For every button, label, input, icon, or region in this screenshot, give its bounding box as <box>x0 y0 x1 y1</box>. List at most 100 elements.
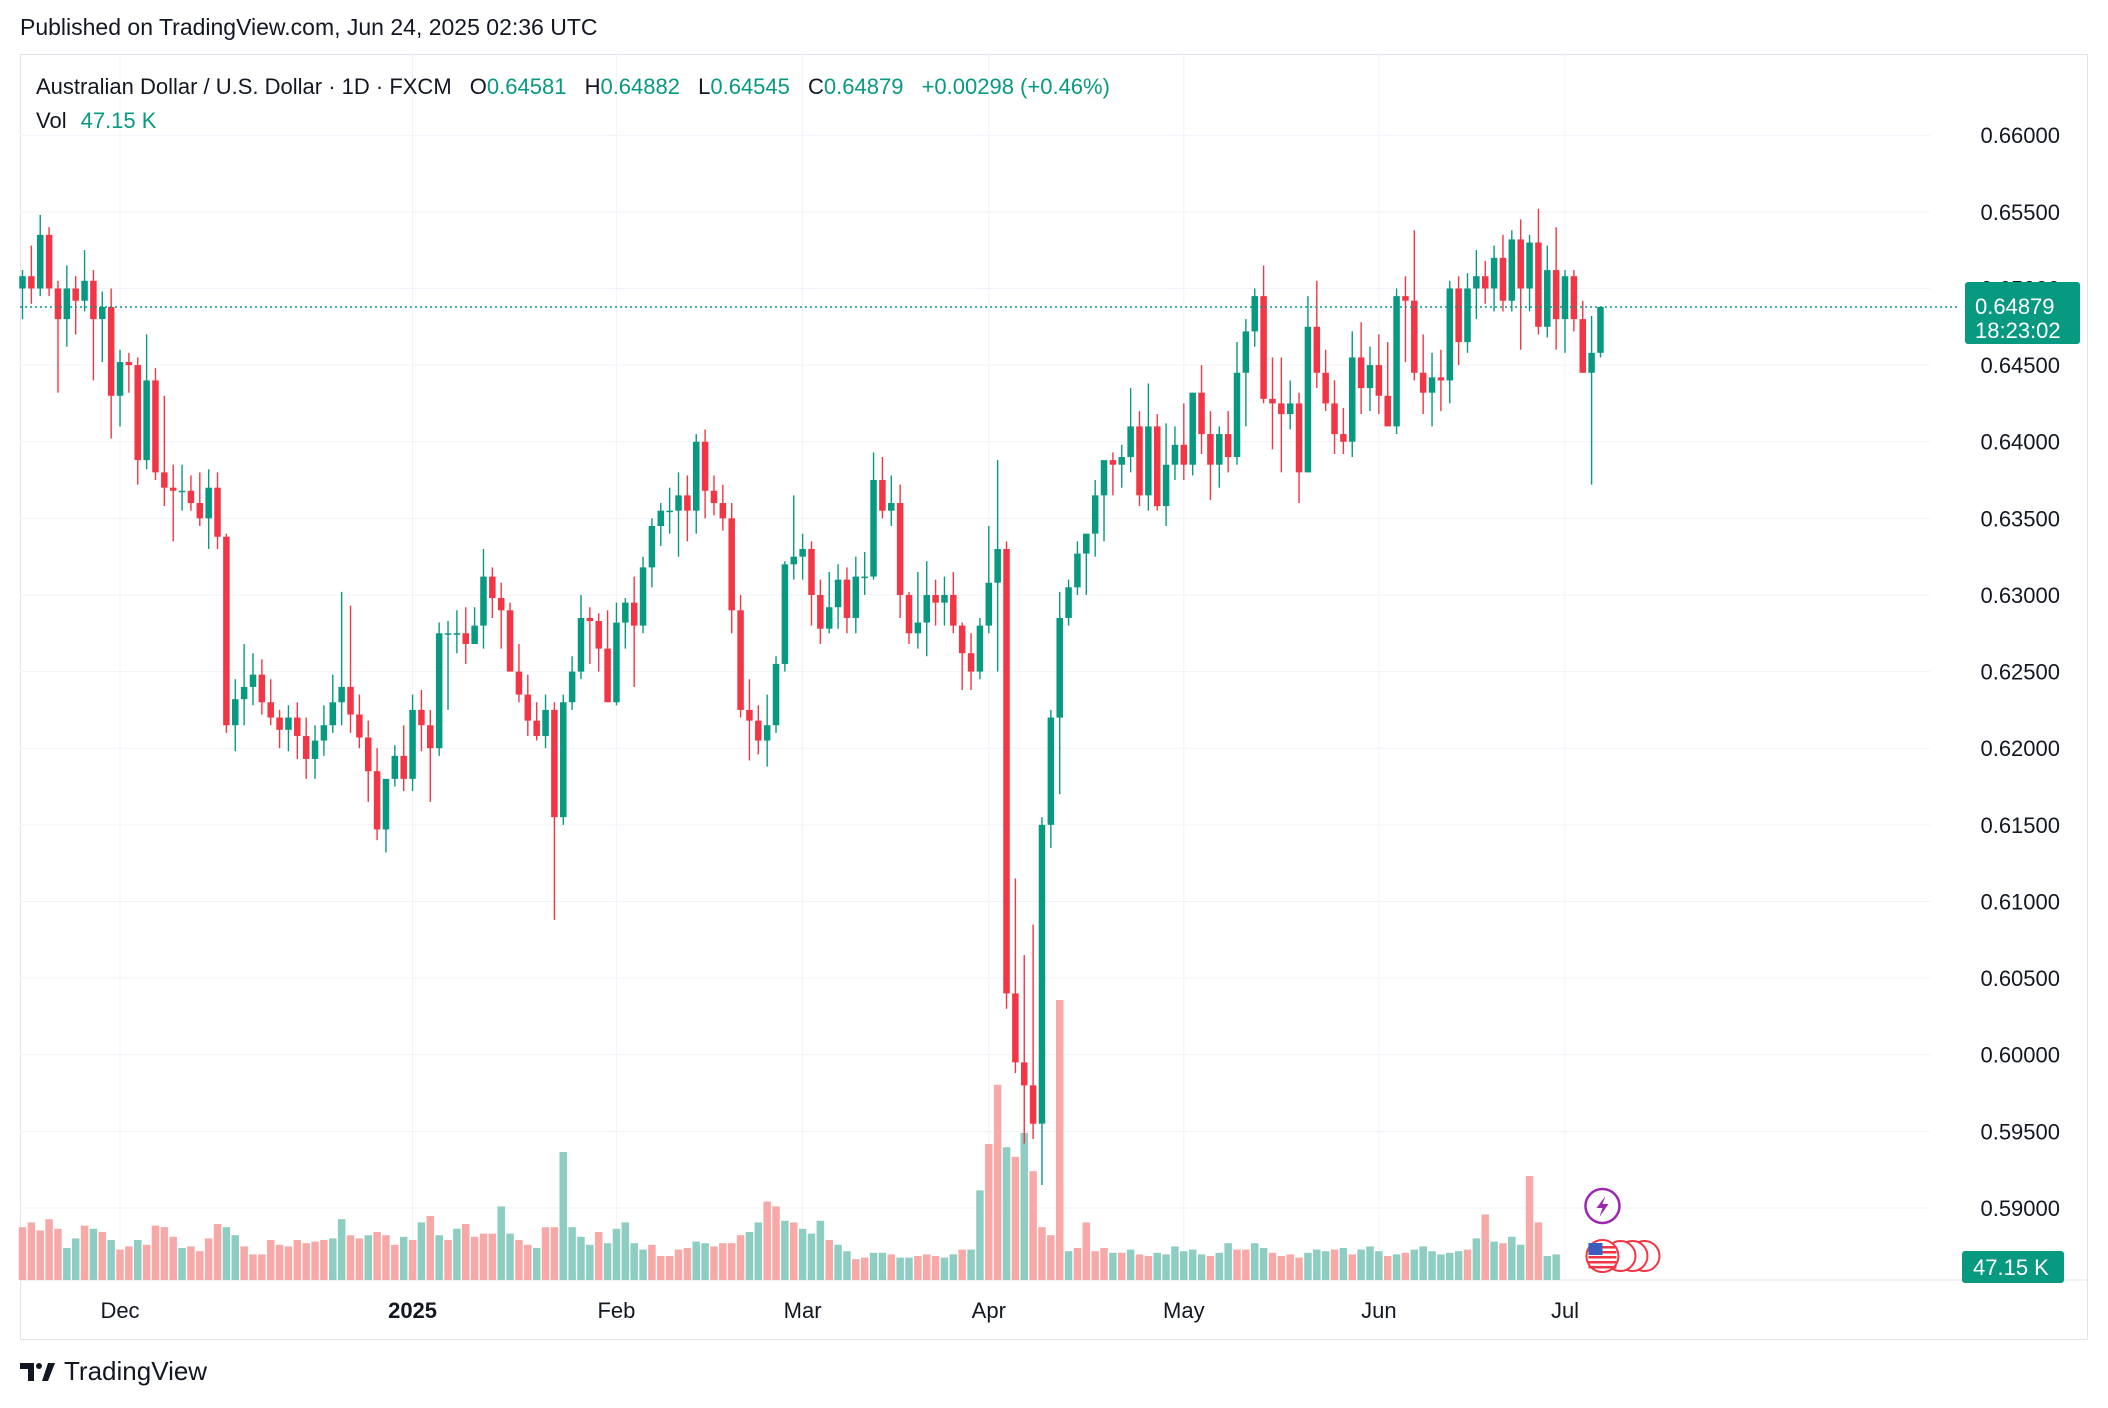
volume-bar <box>302 1243 310 1280</box>
candle-body <box>1038 824 1046 1124</box>
volume-bar <box>1446 1252 1454 1280</box>
candle-body <box>1065 587 1072 618</box>
price-tick-label: 0.64000 <box>1980 430 2060 455</box>
candle-body <box>941 594 948 603</box>
candle-body <box>427 725 434 749</box>
candle-body <box>107 306 115 396</box>
candle-body <box>568 671 576 703</box>
candle-body <box>311 740 319 759</box>
price-tick-label: 0.63500 <box>1980 506 2060 531</box>
candle-body <box>958 625 966 654</box>
candle-body <box>169 487 177 491</box>
legend-symbol-title[interactable]: Australian Dollar / U.S. Dollar · 1D · F… <box>36 74 452 99</box>
legend-volume-row: Vol 47.15 K <box>36 104 1110 138</box>
volume-bar <box>27 1222 36 1280</box>
volume-bar <box>1206 1256 1215 1280</box>
candle-body <box>666 510 673 513</box>
candle-body <box>1109 460 1117 465</box>
volume-bar <box>444 1240 452 1280</box>
candle-body <box>1251 296 1258 332</box>
candle-body <box>648 526 656 568</box>
volume-bar <box>1481 1214 1489 1280</box>
candle-body <box>1384 395 1391 427</box>
volume-bar <box>834 1244 842 1280</box>
volume-bar <box>887 1254 896 1280</box>
volume-bar <box>364 1235 372 1280</box>
candle-body <box>99 306 106 320</box>
volume-bar <box>949 1254 958 1280</box>
candle-body <box>444 633 452 635</box>
volume-bar <box>674 1249 683 1280</box>
candle-body <box>852 576 860 618</box>
candle-body <box>223 536 230 726</box>
lightning-event-icon <box>1584 1187 1621 1225</box>
volume-bar <box>719 1243 727 1280</box>
candle-body <box>1455 288 1462 343</box>
candle-body <box>63 288 71 320</box>
candle-body <box>1180 444 1188 465</box>
candle-body <box>1570 276 1578 320</box>
volume-bar <box>1224 1243 1232 1280</box>
candle-body <box>604 648 611 703</box>
legend-change-value: +0.00298 (+0.46%) <box>921 74 1110 99</box>
price-tick-label: 0.61000 <box>1980 889 2060 914</box>
volume-bar <box>807 1233 816 1280</box>
legend-volume-label[interactable]: Vol <box>36 108 67 133</box>
candle-body <box>1499 257 1507 301</box>
volume-bar <box>1144 1256 1153 1280</box>
volume-bar <box>1100 1248 1108 1280</box>
volume-bar <box>993 1084 1002 1280</box>
candle-body <box>524 694 532 721</box>
volume-bar <box>532 1248 541 1280</box>
volume-bar <box>1073 1248 1082 1280</box>
candle-body <box>382 778 390 830</box>
volume-bar <box>470 1236 479 1280</box>
candle-body <box>932 594 939 603</box>
candle-body <box>72 288 79 301</box>
chart-frame[interactable] <box>20 54 2088 1340</box>
candle-body <box>1260 296 1267 399</box>
candle-body <box>329 702 337 726</box>
candle-body <box>285 717 292 730</box>
candle-body <box>249 674 257 687</box>
candle-body <box>125 362 133 366</box>
footer-branding: TradingView <box>20 1356 207 1387</box>
candle-body <box>480 576 487 626</box>
volume-bar <box>1295 1257 1303 1280</box>
volume-bar <box>639 1249 647 1280</box>
volume-bar <box>594 1232 603 1280</box>
candle-body <box>1481 276 1489 289</box>
volume-bars <box>18 1000 1560 1280</box>
candle-body <box>1340 434 1347 442</box>
volume-bar <box>1401 1252 1410 1280</box>
candle-body <box>1145 426 1152 496</box>
candle-body <box>240 686 248 700</box>
volume-bar <box>1197 1254 1206 1280</box>
candle-body <box>1003 548 1010 994</box>
legend-close-value: 0.64879 <box>823 74 904 99</box>
volume-bar <box>781 1220 789 1280</box>
volume-bar <box>399 1236 408 1280</box>
candle-body <box>755 720 762 741</box>
candle-body <box>1091 495 1099 534</box>
candle-body <box>701 441 709 491</box>
candle-body <box>781 564 789 664</box>
volume-bar <box>1233 1249 1241 1280</box>
lightning-icon-bolt <box>1596 1196 1609 1217</box>
volume-bar <box>1437 1254 1445 1280</box>
candle-body <box>294 717 301 736</box>
volume-bar <box>816 1220 825 1280</box>
volume-bar <box>976 1190 984 1280</box>
volume-bar <box>1188 1249 1197 1280</box>
candle-body <box>746 709 753 721</box>
volume-bar <box>63 1248 71 1280</box>
volume-bar <box>497 1206 505 1280</box>
candle-body <box>586 617 594 622</box>
volume-bar <box>151 1225 160 1280</box>
volume-bar <box>727 1243 736 1280</box>
volume-bar <box>648 1244 656 1280</box>
volume-bar <box>763 1201 771 1280</box>
candle-body <box>1313 326 1321 373</box>
candle-body <box>1588 352 1595 373</box>
